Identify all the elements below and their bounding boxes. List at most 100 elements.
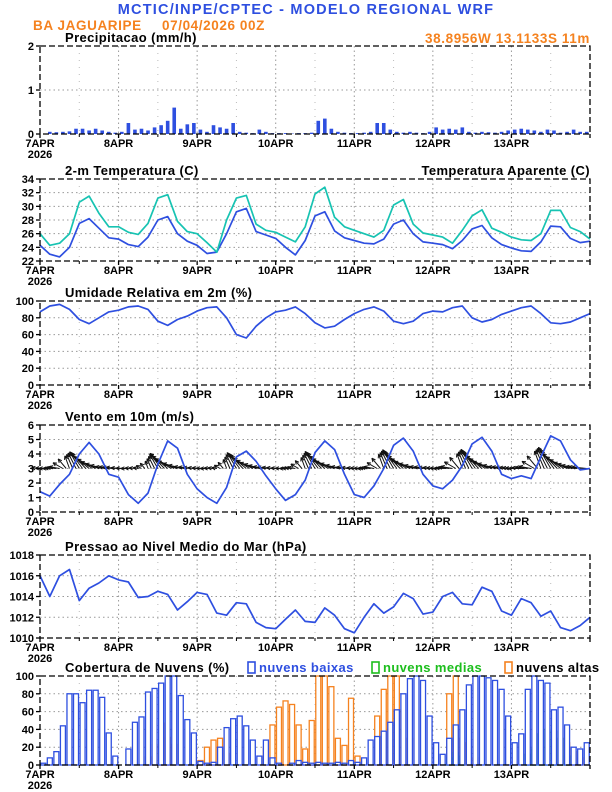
precip-bar [460, 127, 465, 134]
wind-arrow-head [211, 467, 216, 471]
precip-bar [571, 129, 576, 134]
panel-cloud-cover: 0 20 40 60 80 100 7APR 8APR 9APR 10APR 11APR 12APR 1… [16, 671, 591, 792]
y-tick-label: 0 [28, 380, 34, 392]
x-day-label: 9APR [182, 265, 211, 277]
wind-arrow-head [128, 466, 134, 469]
wind-arrow-head [561, 463, 566, 466]
wind-arrow-head [499, 465, 504, 468]
y-tick-label: 0 [28, 129, 34, 141]
wind-arrow-head [499, 467, 504, 470]
precip-bar [61, 131, 65, 134]
cloud-bar-blue [531, 675, 538, 766]
wind-arrow-head [124, 467, 129, 471]
wind-arrow-head [440, 466, 445, 470]
x-day-label: 9APR [182, 389, 211, 401]
mid-clouds-legend-label: nuvens medias [383, 660, 482, 675]
y-tick-label: 2 [28, 41, 34, 53]
wind-arrow-head [549, 459, 553, 464]
wind-arrow-head [162, 463, 167, 467]
wind-arrow-head [275, 467, 280, 471]
wind-arrow-head [433, 468, 438, 471]
wind-arrow-head [207, 466, 212, 469]
precip-bar [447, 128, 452, 134]
cloud-bar-orange [288, 703, 296, 766]
cloud-bar-blue [105, 732, 112, 766]
high-clouds-legend-icon [504, 661, 513, 674]
precip-bar [558, 132, 563, 134]
wind-arrow-head [306, 452, 311, 455]
wind-arrow-head [115, 466, 120, 469]
wind-arrow [438, 466, 450, 469]
wind-arrow-head [363, 465, 369, 468]
wind-arrow [217, 461, 224, 469]
cloud-bar-blue [432, 742, 440, 766]
wind-arrow-head [115, 467, 120, 471]
wind-arrow-head [346, 465, 351, 469]
series-line-blue [39, 435, 591, 505]
precip-bar [467, 131, 471, 134]
precip-bar [532, 130, 537, 134]
y-tick-label: 1016 [10, 571, 34, 583]
cloud-bar-blue [79, 702, 86, 766]
precip-bar [165, 120, 170, 134]
x-day-label: 7APR [25, 516, 54, 528]
wind-arrow [363, 466, 375, 469]
wind-arrow-head [236, 460, 240, 464]
cloud-bar-blue [236, 715, 243, 766]
wind-arrow-head [511, 467, 516, 471]
wind-arrow-head [353, 466, 358, 469]
precip-bar [336, 131, 340, 134]
wind-arrow-head [98, 466, 103, 470]
precip-bar [519, 128, 524, 134]
cloud-bar-orange [308, 719, 315, 766]
wind-arrow-head [542, 453, 545, 458]
wind-arrow-head [120, 468, 125, 471]
x-day-label: 9APR [182, 642, 211, 654]
wind-arrow-head [565, 464, 570, 467]
wind-arrow-head [384, 451, 389, 454]
y-tick-label: 1 [28, 493, 34, 505]
cloud-bar-blue [59, 725, 67, 766]
wind-arrow [224, 456, 231, 469]
x-day-label: 13APR [494, 265, 530, 277]
wind-arrow-head [409, 466, 414, 470]
low-clouds-legend-label: nuvens baixas [259, 660, 354, 675]
wind-arrow-head [477, 463, 482, 467]
wind-arrow-head [261, 465, 266, 468]
plot-frame [39, 178, 591, 262]
wind-arrow-head [52, 462, 56, 467]
precip-bar [192, 123, 196, 134]
wind-arrow-head [353, 467, 358, 471]
wind-arrow-head [191, 466, 196, 469]
wind-arrow-head [336, 466, 341, 470]
wind-arrow-head [168, 463, 173, 466]
wind-arrow [379, 452, 388, 469]
wind-arrow-head [357, 468, 362, 471]
cloud-bar-blue [40, 762, 47, 766]
x-day-label: 10APR [258, 642, 294, 654]
wind-arrow-head [187, 467, 192, 471]
precip-bar [381, 123, 386, 134]
precip-bar [309, 132, 314, 134]
y-tick-label: 30 [22, 201, 34, 213]
precip-bar [198, 129, 203, 134]
wind-arrow-head [526, 455, 529, 460]
x-day-label: 7APR [25, 138, 54, 150]
cloud-bar-blue [439, 753, 446, 766]
wind-arrow-head [275, 466, 280, 469]
precip-bar [87, 130, 91, 134]
wind-arrow-head [80, 461, 84, 466]
y-tick-label: 6 [28, 420, 34, 432]
cloud-bar-blue [85, 689, 93, 766]
wind-arrow-head [227, 453, 230, 458]
wind-arrow-head [443, 461, 448, 466]
y-tick-label: 1018 [10, 550, 34, 562]
x-day-label: 13APR [494, 516, 530, 528]
precip-bar [329, 128, 334, 134]
wind-arrow-head [561, 464, 566, 469]
wind-arrow [521, 460, 535, 469]
precip-bar [408, 131, 412, 134]
x-year-label: 2026 [28, 780, 52, 792]
precip-bar [133, 129, 137, 134]
